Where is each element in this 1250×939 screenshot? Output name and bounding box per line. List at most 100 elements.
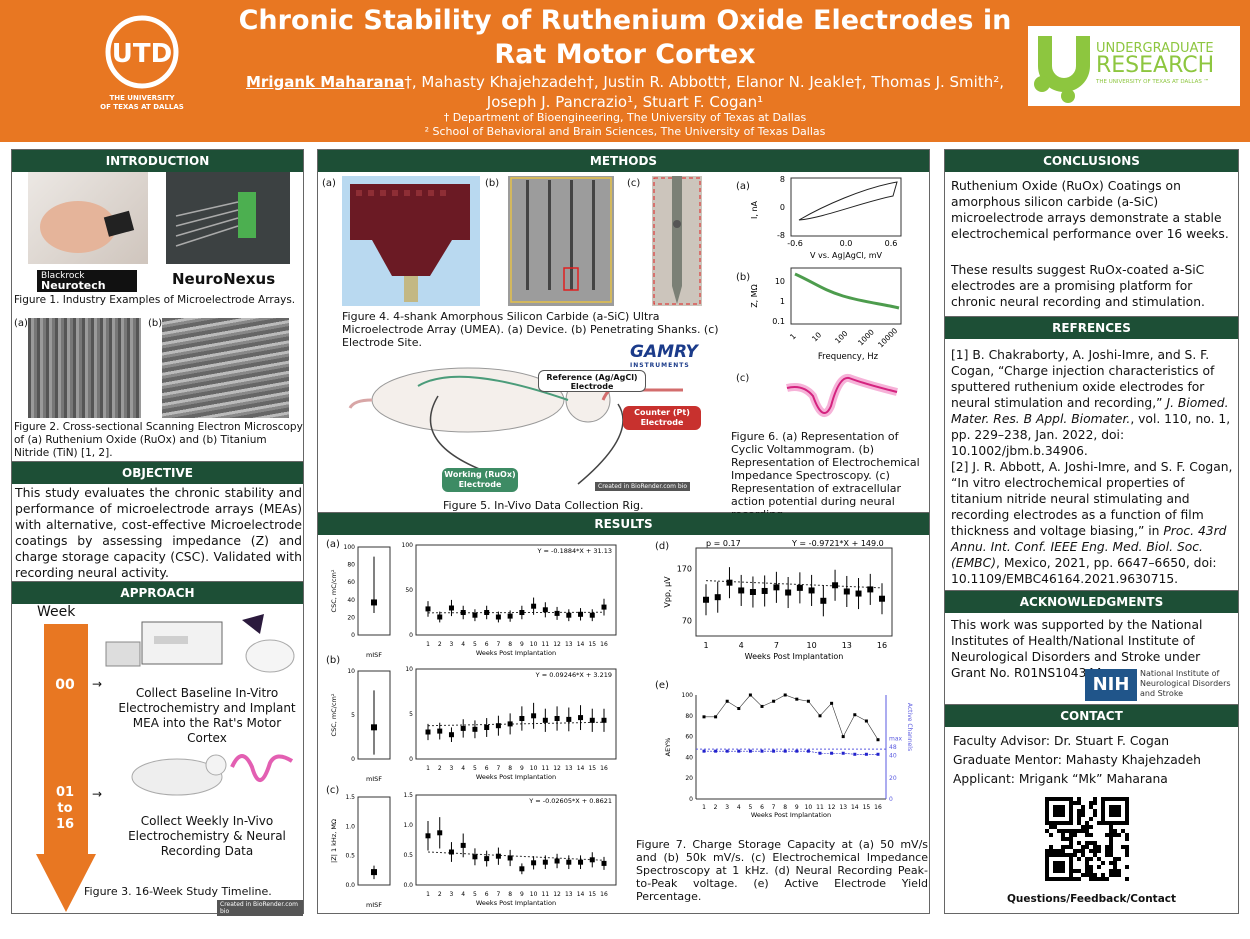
aey-point [830, 701, 834, 705]
qr-module [1053, 805, 1065, 817]
nih-logo: NIH [1085, 669, 1137, 701]
y-tick-label: 5 [351, 712, 355, 719]
objective-heading: OBJECTIVE [12, 462, 303, 484]
x-tick-label: 12 [553, 891, 561, 898]
data-point [484, 725, 490, 730]
y-tick-label: 5 [409, 711, 413, 718]
data-point [867, 586, 874, 593]
approach-panel: APPROACH Week 00 01 to 16 → → Collect Base… [11, 582, 304, 916]
y-tick-label: 100 [344, 544, 356, 551]
qr-module [1113, 861, 1117, 865]
reference-1: [1] B. Chakraborty, A. Joshi-Imre, and S… [951, 348, 1231, 458]
qr-module [1081, 845, 1085, 849]
x-axis-label: Weeks Post Implantation [476, 773, 556, 781]
data-point [437, 728, 443, 734]
data-point [495, 853, 501, 859]
qr-module [1105, 877, 1109, 881]
y-axis-label: CSC, mC/cm² [330, 693, 338, 736]
weekly-axis-box [415, 794, 617, 886]
qr-module [1089, 873, 1093, 877]
y-tick-label: 0.5 [345, 853, 355, 860]
qr-module [1077, 801, 1081, 805]
sem-image-tin [162, 318, 289, 418]
data-point [460, 610, 466, 615]
x-tick-label: 11 [542, 641, 550, 648]
secondary-y-tick-label: 40 [889, 752, 897, 759]
x-tick-label: 1 [426, 641, 430, 648]
aey-point [853, 713, 857, 717]
contact-qr-code[interactable] [1045, 797, 1129, 881]
qr-module [1085, 841, 1089, 845]
data-point [448, 732, 454, 738]
regression-equation: Y = -0.9721*X + 149.0 [791, 539, 884, 548]
data-point [808, 587, 815, 594]
figure-5-caption: Figure 5. In-Vivo Data Collection Rig. [443, 499, 644, 512]
mea-photo-blackrock [28, 172, 148, 264]
qr-module [1049, 833, 1053, 837]
qr-module [1117, 833, 1121, 837]
qr-module [1077, 797, 1081, 801]
qr-module [1081, 849, 1085, 853]
x-tick-label: 3 [450, 641, 454, 648]
qr-module [1113, 865, 1117, 869]
data-point [531, 713, 537, 719]
qr-module [1097, 849, 1101, 853]
qr-module [1117, 857, 1121, 861]
x-tick-label: 14 [577, 765, 585, 772]
qr-module [1097, 821, 1101, 825]
data-point [472, 612, 478, 618]
x-tick-label: 3 [725, 804, 729, 811]
data-point [554, 858, 560, 864]
regression-equation: Y = 0.09246*X + 3.219 [535, 671, 612, 679]
data-point [761, 587, 768, 594]
data-point [507, 721, 513, 727]
qr-module [1089, 857, 1093, 861]
secondary-y-tick-label: 48 [889, 744, 897, 751]
undergraduate-research-logo: UNDERGRADUATE RESEARCH THE UNIVERSITY OF… [1028, 26, 1240, 106]
data-point [578, 611, 584, 617]
qr-module [1125, 865, 1129, 869]
svg-text:I, nA: I, nA [750, 200, 759, 219]
acknowledgment-text: This work was supported by the National … [951, 618, 1203, 680]
qr-module [1089, 865, 1093, 869]
qr-module [1081, 809, 1085, 813]
x-tick-label: 8 [508, 641, 512, 648]
x-tick-label: 12 [553, 765, 561, 772]
results-heading: RESULTS [318, 513, 929, 535]
y-tick-label: 60 [685, 734, 693, 741]
y-tick-label: 10 [347, 668, 355, 675]
poster-title: Chronic Stability of Ruthenium Oxide Ele… [238, 5, 1012, 70]
data-point [749, 589, 756, 595]
qr-module [1085, 825, 1089, 829]
weekly-axis-box [415, 668, 617, 760]
secondary-y-tick-label: max [889, 736, 903, 743]
x-tick-label: 15 [588, 891, 596, 898]
x-tick-label: 2 [438, 641, 442, 648]
qr-module [1089, 817, 1093, 821]
data-point [542, 607, 548, 613]
svg-text:0.6: 0.6 [885, 239, 898, 248]
svg-text:V vs. Ag|AgCl, mV: V vs. Ag|AgCl, mV [810, 251, 882, 260]
svg-text:-8: -8 [777, 231, 785, 240]
x-tick-label: 8 [508, 891, 512, 898]
active-channels-series-line [704, 750, 878, 755]
x-tick-label: 2 [438, 891, 442, 898]
qr-module [1101, 861, 1105, 865]
qr-module [1093, 849, 1097, 853]
x-tick-label: 13 [565, 641, 573, 648]
figure-6-caption: Figure 6. (a) Representation of Cyclic V… [731, 430, 920, 521]
qr-module [1089, 877, 1093, 881]
qr-module [1065, 845, 1069, 849]
x-tick-label: 1 [702, 804, 706, 811]
x-tick-label: 15 [588, 641, 596, 648]
y-tick-label: 40 [685, 754, 693, 761]
y-tick-label: 10 [405, 666, 413, 673]
data-point [879, 595, 885, 602]
data-point [820, 597, 827, 604]
y-axis-label: Vpp, μV [663, 576, 672, 608]
y-tick-label: 0.5 [403, 852, 413, 859]
data-point [566, 859, 572, 865]
qr-module [1109, 805, 1121, 817]
aey-series-line [704, 694, 879, 740]
data-point [796, 584, 803, 591]
